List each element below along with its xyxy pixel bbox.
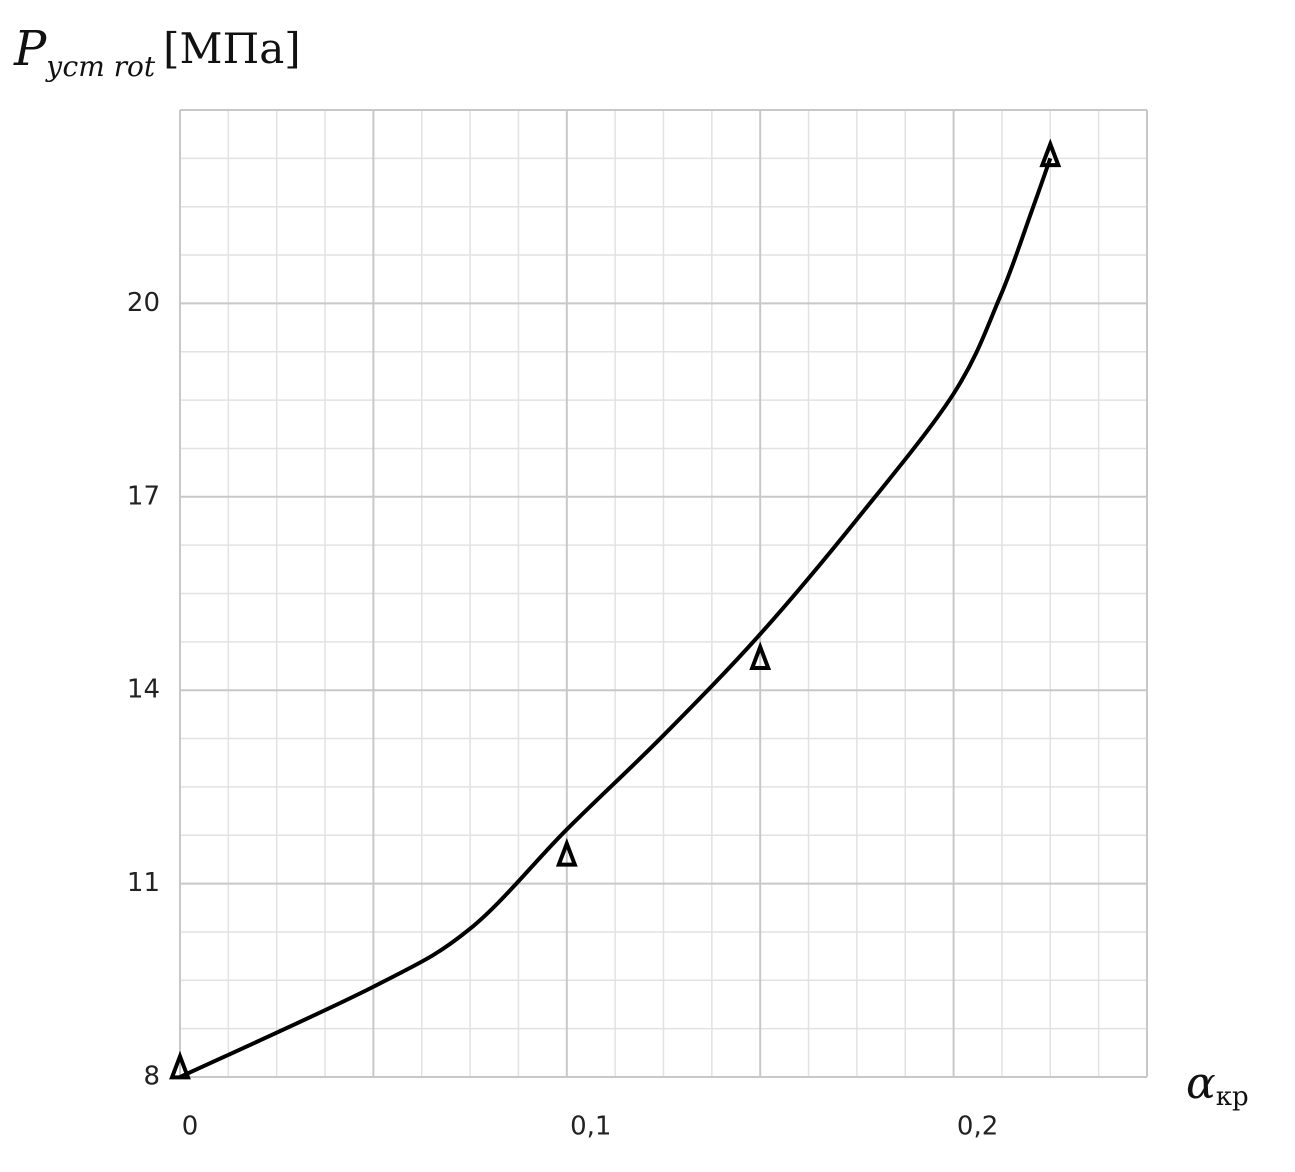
triangle-marker xyxy=(555,837,578,867)
y-label-sub: уст rot xyxy=(44,50,156,83)
x-label-main: α xyxy=(1186,1058,1216,1109)
y-tick-label: 20 xyxy=(127,288,160,318)
y-tick-label: 8 xyxy=(143,1062,160,1092)
x-tick-label: 0 xyxy=(182,1112,199,1142)
x-label-sub: кр xyxy=(1216,1082,1249,1112)
triangle-marker xyxy=(749,641,772,670)
y-label-unit: [МПа] xyxy=(163,24,300,73)
curve xyxy=(179,157,1053,1079)
y-axis-label: Pуст rot [МПа] xyxy=(13,21,301,83)
x-tick-label: 0,1 xyxy=(570,1112,611,1142)
triangle-marker xyxy=(1039,138,1062,168)
x-tick-label: 0,2 xyxy=(957,1112,998,1142)
triangle-marker xyxy=(169,1050,191,1080)
y-tick-label: 11 xyxy=(127,868,160,898)
y-label-main: P xyxy=(13,21,47,77)
x-axis-label: αкр xyxy=(1186,1058,1249,1113)
y-tick-label: 17 xyxy=(127,481,160,511)
y-tick-label: 14 xyxy=(127,675,160,705)
